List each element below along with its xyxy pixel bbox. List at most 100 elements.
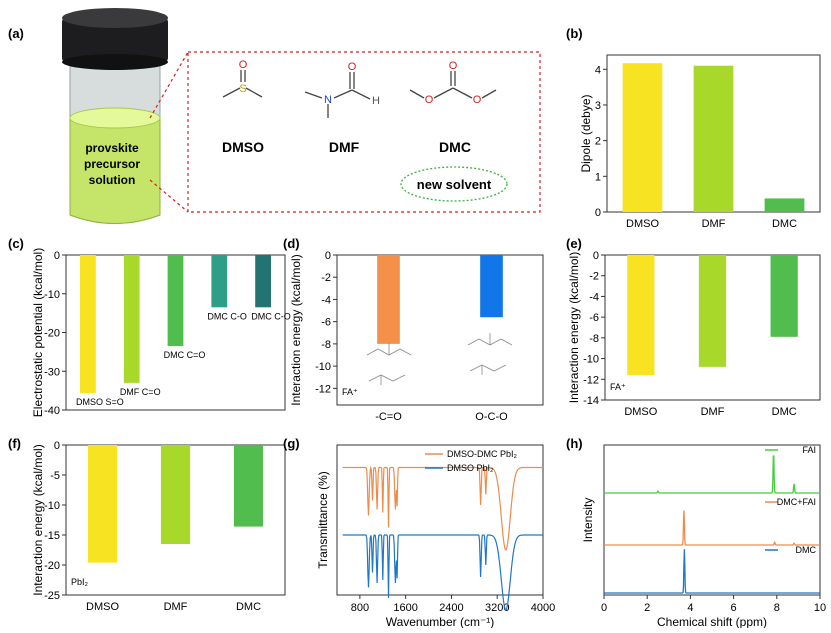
- bar: [764, 198, 805, 212]
- x-tick-label: DMC: [772, 218, 797, 230]
- callout-lines: [149, 51, 541, 213]
- x-tick-label: 2: [644, 602, 650, 614]
- vial-text: solution: [89, 173, 136, 187]
- x-tick-label: DMSO: [624, 406, 657, 418]
- series-line: [342, 534, 543, 611]
- data-label: DMC C-O: [207, 311, 247, 321]
- y-tick-label: 4: [595, 64, 601, 76]
- annotation: FA⁺: [342, 387, 358, 397]
- x-tick-label: 0: [601, 602, 607, 614]
- legend-label: DMSO PbI₂: [447, 463, 494, 473]
- y-tick-label: -10: [44, 289, 60, 301]
- panel-label: (e): [566, 236, 582, 251]
- legend-label: DMC+FAI: [777, 497, 816, 507]
- bar: [770, 255, 798, 337]
- y-tick-label: 2: [595, 136, 601, 148]
- series-line: [342, 465, 543, 551]
- data-label: DMC C=O: [164, 350, 206, 360]
- vial-icon: provskite precursor solution: [62, 8, 168, 224]
- dmc-structure: [409, 71, 497, 99]
- annotation: PbI₂: [71, 577, 89, 587]
- x-tick-label: DMC: [772, 406, 797, 418]
- y-tick-label: -10: [44, 500, 60, 512]
- y-tick-label: -12: [315, 383, 331, 395]
- series-line: [604, 455, 820, 494]
- y-tick-label: 0: [54, 250, 60, 262]
- bar: [698, 255, 727, 367]
- y-tick-label: 1: [595, 171, 601, 183]
- x-tick-label: DMF: [164, 601, 188, 613]
- x-tick-label: DMSO: [86, 601, 119, 613]
- highlight-oval: [400, 166, 508, 202]
- legend-label: DMSO-DMC PbI₂: [447, 449, 518, 459]
- y-tick-label: -40: [44, 405, 60, 417]
- y-tick-label: -14: [583, 395, 599, 407]
- y-tick-label: -6: [321, 317, 331, 329]
- y-tick-label: -10: [583, 354, 599, 366]
- x-tick-label: 800: [351, 602, 369, 614]
- bond-line: [469, 364, 507, 372]
- panel-label: (h): [566, 436, 583, 451]
- oxygen-atom: O: [348, 61, 357, 73]
- y-tick-label: 0: [595, 207, 601, 219]
- data-label: DMF C=O: [120, 387, 161, 397]
- vial-text: precursor: [84, 157, 140, 171]
- panel-label: (g): [283, 436, 300, 451]
- y-tick-label: -20: [44, 328, 60, 340]
- sulfur-atom: S: [239, 83, 246, 95]
- x-tick-label: DMF: [702, 218, 726, 230]
- y-tick-label: -2: [589, 271, 599, 283]
- y-tick-label: -5: [50, 470, 60, 482]
- bar: [211, 255, 228, 308]
- panel-label: (a): [8, 26, 24, 41]
- molecule-label: DMF: [329, 139, 360, 155]
- y-axis-label: Interaction energy (kcal/mol): [567, 252, 581, 403]
- y-tick-label: -12: [583, 374, 599, 386]
- bar: [87, 445, 118, 563]
- axis-frame: [603, 444, 821, 596]
- y-tick-label: -2: [321, 272, 331, 284]
- data-label: DMSO S=O: [76, 397, 124, 407]
- axis-frame: [336, 444, 544, 596]
- panel-label: (c): [8, 236, 24, 251]
- hydrogen-atom: H: [372, 95, 380, 107]
- bar: [377, 255, 400, 344]
- x-tick-label: DMF: [701, 406, 725, 418]
- dmso-structure: [222, 70, 263, 98]
- bar: [693, 65, 734, 212]
- y-tick-label: -10: [315, 361, 331, 373]
- oxygen-atom: O: [425, 94, 434, 106]
- oxygen-atom: O: [473, 94, 482, 106]
- y-tick-label: -6: [589, 312, 599, 324]
- bar: [80, 255, 96, 393]
- molecule-label: DMC: [439, 139, 471, 155]
- panel-a: (a) provskite precursor solution S: [8, 8, 541, 224]
- annotation: FA⁺: [610, 382, 626, 392]
- y-tick-label: -4: [589, 291, 599, 303]
- y-tick-label: -15: [44, 530, 60, 542]
- new-solvent-label: new solvent: [417, 177, 492, 192]
- x-tick-label: 1600: [393, 602, 417, 614]
- charts-layer: (b) Dipole (debye) 0 1 2 3 4 DMSO DMF DMC Electros…: [31, 26, 826, 629]
- x-tick-label: 2400: [439, 602, 463, 614]
- x-tick-label: 8: [774, 602, 780, 614]
- y-tick-label: -25: [44, 590, 60, 602]
- x-axis-label: Wavenumber (cm⁻¹): [386, 615, 495, 628]
- y-tick-label: 3: [595, 100, 601, 112]
- y-tick-label: -8: [321, 339, 331, 351]
- y-tick-label: 0: [54, 440, 60, 452]
- legend-label: FAI: [802, 445, 816, 455]
- dmf-structure: [304, 72, 371, 118]
- y-axis-label: Interaction energy (kcal/mol): [289, 254, 303, 405]
- y-tick-label: -8: [589, 333, 599, 345]
- y-tick-label: -20: [44, 560, 60, 572]
- molecule-label: DMSO: [222, 139, 264, 155]
- oxygen-atom: O: [449, 60, 458, 72]
- x-tick-label: 4000: [531, 602, 555, 614]
- bar: [233, 445, 264, 527]
- x-axis-label: Chemical shift (ppm): [657, 615, 767, 628]
- oxygen-atom: O: [239, 59, 248, 71]
- molecule-sketch-icon: [366, 343, 412, 385]
- x-tick-label: 4: [687, 602, 693, 614]
